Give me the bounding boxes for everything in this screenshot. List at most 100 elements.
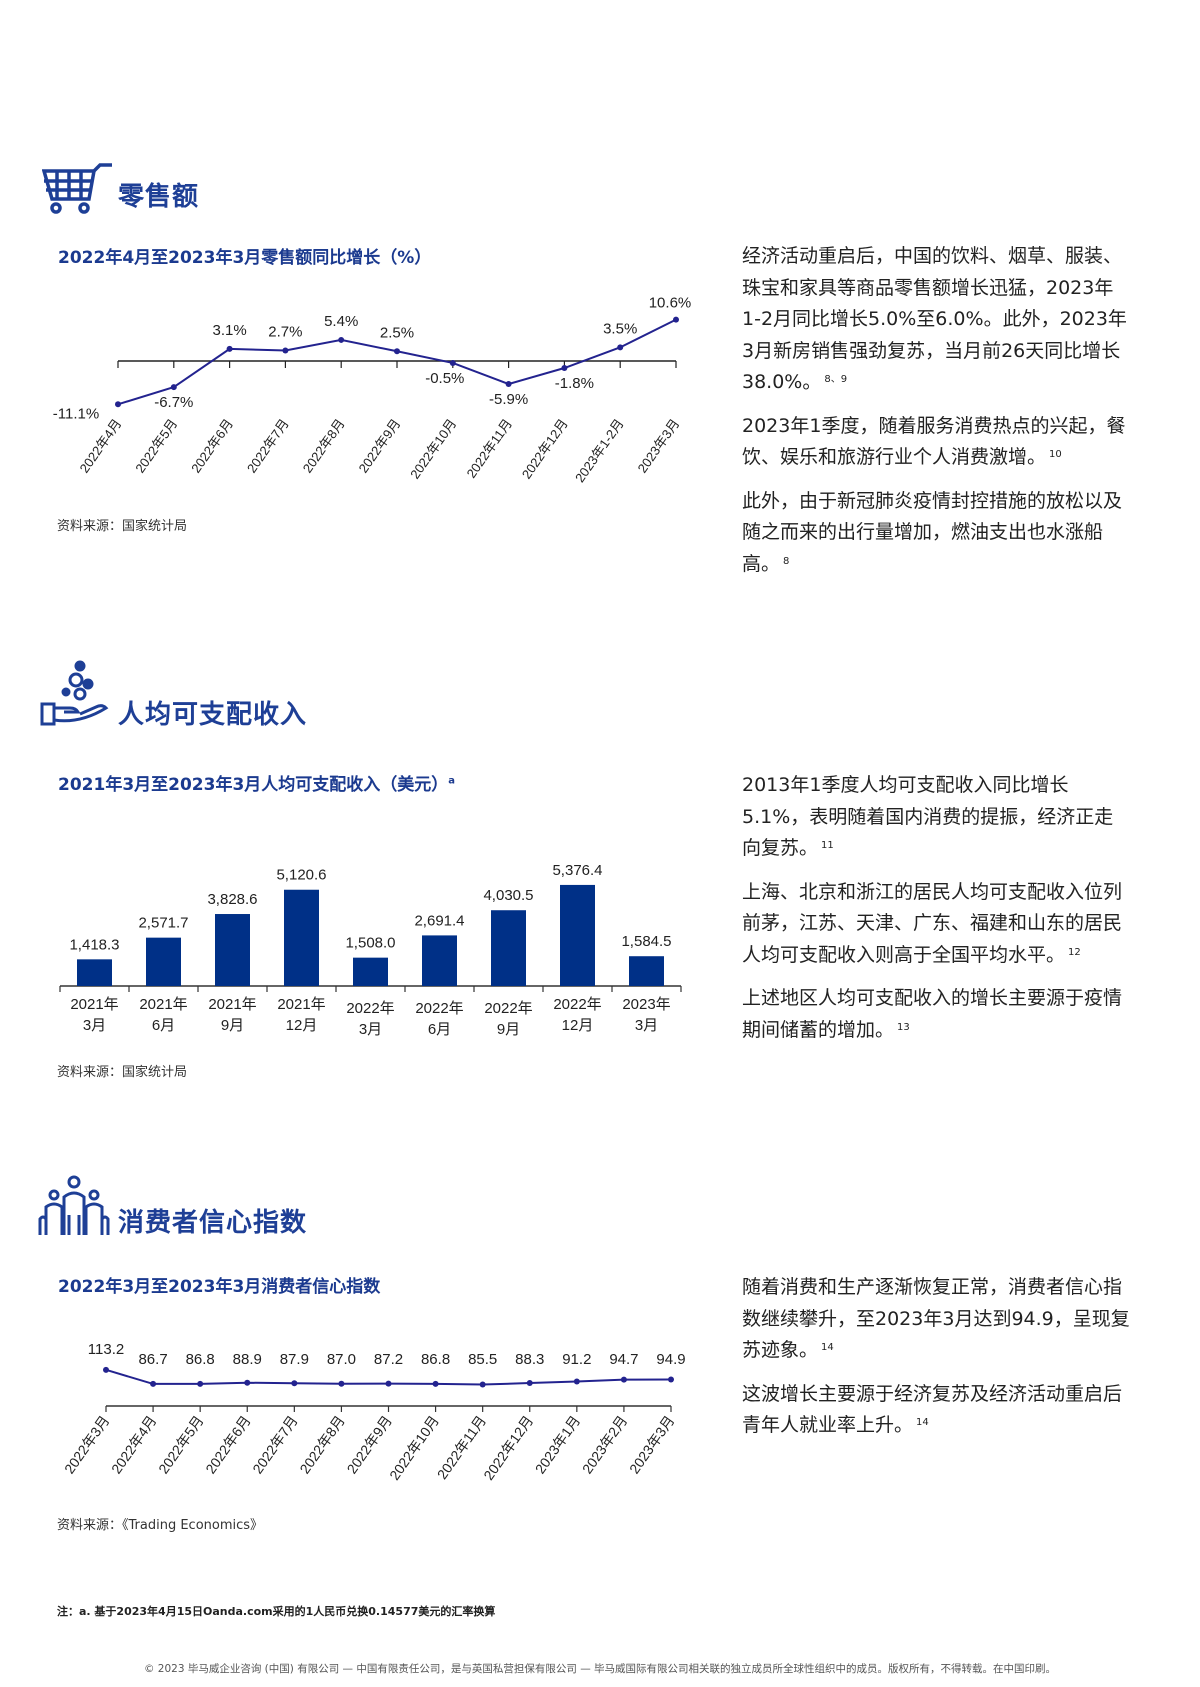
chart-title-confidence: 2022年3月至2023年3月消费者信心指数 bbox=[58, 1277, 381, 1297]
x-tick-label: 2021年 bbox=[277, 996, 325, 1013]
shopping-cart-icon bbox=[41, 163, 114, 219]
data-label: 88.3 bbox=[515, 1351, 544, 1368]
footnote-ref: a bbox=[448, 775, 456, 787]
x-tick-label: 2021年 bbox=[139, 996, 187, 1013]
data-point bbox=[673, 316, 679, 323]
data-label: 3.1% bbox=[212, 322, 246, 339]
data-label: 3,828.6 bbox=[207, 891, 257, 908]
paragraph-text: 这波增长主要源于经济复苏及经济活动重启后青年人就业率上升。 bbox=[742, 1382, 1123, 1437]
x-tick-label: 12月 bbox=[562, 1017, 594, 1034]
x-tick-label: 6月 bbox=[152, 1017, 175, 1034]
hand-coins-icon bbox=[40, 660, 110, 732]
family-people-icon bbox=[38, 1175, 110, 1241]
data-label: 5.4% bbox=[324, 313, 358, 330]
data-label: 2,691.4 bbox=[414, 912, 464, 929]
paragraph-text: 经济活动重启后，中国的饮料、烟草、服装、珠宝和家具等商品零售额增长迅猛，2023… bbox=[742, 245, 1127, 393]
paragraph-text: 上海、北京和浙江的居民人均可支配收入位列前茅，江苏、天津、广东、福建和山东的居民… bbox=[742, 880, 1123, 966]
x-tick-label: 2023年3月 bbox=[635, 416, 683, 476]
data-point bbox=[479, 1381, 486, 1388]
data-point bbox=[620, 1376, 627, 1383]
paragraph: 上述地区人均可支配收入的增长主要源于疫情期间储蓄的增加。 13 bbox=[742, 983, 1132, 1046]
paragraph: 随着消费和生产逐渐恢复正常，消费者信心指数继续攀升，至2023年3月达到94.9… bbox=[742, 1272, 1132, 1367]
bar bbox=[629, 956, 664, 986]
x-tick-label: 2022年 bbox=[553, 996, 601, 1013]
x-tick-label: 2022年11月 bbox=[464, 416, 516, 481]
x-tick-label: 2022年10月 bbox=[386, 1413, 442, 1483]
source-income: 资料来源：国家统计局 bbox=[57, 1065, 188, 1080]
x-tick-label: 2022年5月 bbox=[132, 416, 180, 476]
data-label: 87.9 bbox=[280, 1351, 309, 1368]
x-tick-label: 2022年9月 bbox=[356, 416, 404, 476]
x-tick-label: 12月 bbox=[286, 1017, 318, 1034]
x-tick-label: 2022年4月 bbox=[77, 416, 125, 476]
data-label: 94.9 bbox=[656, 1351, 685, 1368]
data-point bbox=[244, 1379, 251, 1386]
x-tick-label: 3月 bbox=[635, 1017, 658, 1034]
bar bbox=[491, 910, 526, 986]
data-point bbox=[197, 1380, 204, 1387]
data-label: 86.8 bbox=[421, 1351, 450, 1368]
footnote-ref: 12 bbox=[1068, 946, 1081, 958]
paragraph-text: 上述地区人均可支配收入的增长主要源于疫情期间储蓄的增加。 bbox=[742, 987, 1123, 1041]
data-label: 2.7% bbox=[268, 323, 302, 340]
source-retail: 资料来源：国家统计局 bbox=[57, 519, 188, 534]
data-point bbox=[449, 359, 456, 366]
data-label: 88.9 bbox=[233, 1351, 262, 1368]
bar bbox=[560, 884, 595, 986]
x-tick-label: 2021年 bbox=[70, 996, 118, 1013]
bar bbox=[422, 935, 457, 986]
data-point bbox=[115, 401, 121, 408]
data-point bbox=[338, 336, 345, 343]
footnote-ref: 11 bbox=[821, 840, 834, 851]
x-tick-label: 2023年 bbox=[622, 996, 670, 1013]
chart-title-retail: 2022年4月至2023年3月零售额同比增长（%） bbox=[58, 248, 432, 268]
paragraph: 此外，由于新冠肺炎疫情封控措施的放松以及随之而来的出行量增加，燃油支出也水涨船高… bbox=[742, 486, 1132, 581]
x-tick-label: 2022年8月 bbox=[300, 416, 348, 476]
data-label: 3.5% bbox=[603, 320, 637, 337]
data-point bbox=[338, 1380, 345, 1387]
data-point bbox=[561, 365, 568, 372]
data-label: -0.5% bbox=[425, 370, 464, 387]
data-point bbox=[282, 347, 289, 354]
data-point bbox=[394, 348, 400, 355]
data-point bbox=[226, 345, 233, 352]
footnote-ref: 10 bbox=[1049, 449, 1062, 460]
data-label: 1,418.3 bbox=[69, 936, 119, 953]
data-label: 94.7 bbox=[609, 1351, 638, 1368]
data-point bbox=[291, 1380, 298, 1387]
footnote-ref: 13 bbox=[897, 1021, 910, 1033]
data-point bbox=[526, 1380, 533, 1387]
x-tick-label: 2023年3月 bbox=[626, 1413, 678, 1477]
paragraph: 这波增长主要源于经济复苏及经济活动重启后青年人就业率上升。 14 bbox=[742, 1379, 1132, 1442]
x-tick-label: 2022年9月 bbox=[343, 1413, 395, 1477]
paragraph-text: 2023年1季度，随着服务消费热点的兴起，餐饮、娱乐和旅游行业个人消费激增。 bbox=[742, 414, 1126, 469]
series-line bbox=[105, 1368, 672, 1386]
footnote: 注：a. 基于2023年4月15日Oanda.com采用的1人民币兑换0.145… bbox=[57, 1605, 496, 1618]
data-label: 1,584.5 bbox=[621, 933, 671, 950]
x-tick-label: 6月 bbox=[428, 1021, 451, 1038]
x-tick-label: 2022年10月 bbox=[407, 416, 459, 481]
data-point bbox=[150, 1380, 157, 1387]
data-label: 91.2 bbox=[562, 1351, 591, 1368]
data-label: 5,120.6 bbox=[276, 867, 326, 884]
x-tick-label: 2022年6月 bbox=[188, 416, 236, 476]
x-tick-label: 2023年1-2月 bbox=[572, 416, 627, 485]
data-label: 86.7 bbox=[138, 1351, 167, 1368]
data-label: 85.5 bbox=[468, 1351, 497, 1368]
x-tick-label: 3月 bbox=[359, 1021, 382, 1038]
footnote-ref: 14 bbox=[821, 1342, 834, 1353]
paragraph-text: 2013年1季度人均可支配收入同比增长5.1%，表明随着国内消费的提振，经济正走… bbox=[742, 774, 1114, 859]
section-title-retail: 零售额 bbox=[118, 182, 200, 212]
text-column-retail: 经济活动重启后，中国的饮料、烟草、服装、珠宝和家具等商品零售额增长迅猛，2023… bbox=[742, 241, 1132, 580]
data-label: 113.2 bbox=[88, 1341, 124, 1358]
data-point bbox=[573, 1378, 580, 1385]
footnote-ref: 8、9 bbox=[824, 374, 848, 385]
x-tick-label: 2022年4月 bbox=[108, 1413, 160, 1477]
x-tick-label: 2022年11月 bbox=[434, 1413, 489, 1483]
x-tick-label: 2022年12月 bbox=[480, 1413, 536, 1483]
data-label: 2.5% bbox=[380, 324, 414, 341]
x-tick-label: 2022年7月 bbox=[249, 1413, 301, 1477]
section-title-confidence: 消费者信心指数 bbox=[118, 1208, 308, 1238]
data-label: -5.9% bbox=[489, 391, 528, 408]
text-column-income: 2013年1季度人均可支配收入同比增长5.1%，表明随着国内消费的提振，经济正走… bbox=[742, 770, 1132, 1046]
